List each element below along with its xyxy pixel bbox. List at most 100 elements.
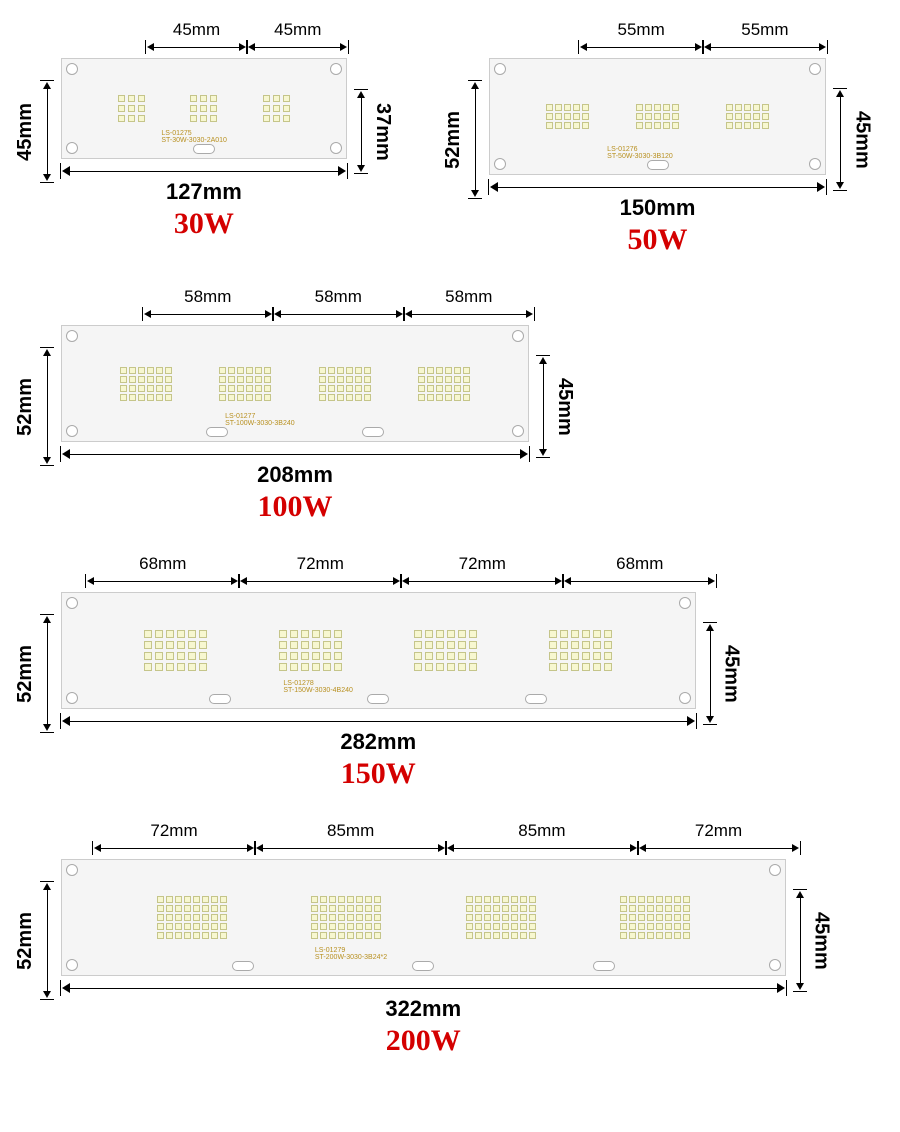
pcb-board: LS-01276 ST-50W-3030-3B120 xyxy=(489,58,827,175)
led-chip xyxy=(582,113,589,120)
led-chip xyxy=(337,394,344,401)
top-dim-bar xyxy=(578,40,704,54)
led-chip xyxy=(329,905,336,912)
top-dim-bar xyxy=(254,841,447,855)
led-chip xyxy=(166,905,173,912)
led-chip xyxy=(184,896,191,903)
led-cluster-1 xyxy=(311,896,381,939)
led-chip xyxy=(593,641,601,649)
led-chip xyxy=(211,905,218,912)
led-chip xyxy=(364,394,371,401)
led-chip xyxy=(320,914,327,921)
led-chip xyxy=(753,122,760,129)
led-chip xyxy=(144,663,152,671)
led-chip xyxy=(220,905,227,912)
led-chip xyxy=(582,104,589,111)
led-chip xyxy=(211,914,218,921)
led-chip xyxy=(365,905,372,912)
pcb-board: LS-01275 ST-30W-3030-2A010 xyxy=(61,58,347,159)
led-chip xyxy=(166,663,174,671)
module-m50: 55mm55mm52mmLS-01276 ST-50W-3030-3B12015… xyxy=(438,20,878,257)
led-chip xyxy=(311,896,318,903)
led-chip xyxy=(493,932,500,939)
led-chip xyxy=(355,394,362,401)
led-chip xyxy=(571,663,579,671)
led-chip xyxy=(445,367,452,374)
led-chip xyxy=(156,376,163,383)
led-chip xyxy=(647,896,654,903)
pcb-board: LS-01279 ST-200W-3030-3B24*2 xyxy=(61,859,786,976)
led-chip xyxy=(166,914,173,921)
top-dim-label: 85mm xyxy=(327,821,374,841)
led-chip xyxy=(665,914,672,921)
led-chip xyxy=(447,663,455,671)
led-chip xyxy=(273,95,280,102)
led-chip xyxy=(320,932,327,939)
left-height-dim: 45mm xyxy=(14,80,57,183)
led-chip xyxy=(157,914,164,921)
bottom-width-dim: 127mm xyxy=(61,163,347,205)
led-chip xyxy=(571,641,579,649)
led-chip xyxy=(165,376,172,383)
led-cluster-1 xyxy=(219,367,271,401)
led-chip xyxy=(356,896,363,903)
led-chip xyxy=(219,385,226,392)
led-chip xyxy=(604,641,612,649)
led-chip xyxy=(337,367,344,374)
mounting-hole xyxy=(679,597,691,609)
led-chip xyxy=(520,932,527,939)
led-chip xyxy=(726,113,733,120)
top-dimensions: 72mm85mm85mm72mm xyxy=(93,821,800,855)
mounting-hole xyxy=(494,63,506,75)
mounting-hole xyxy=(809,158,821,170)
led-chip xyxy=(138,394,145,401)
right-height-bar xyxy=(793,889,807,992)
led-chip xyxy=(364,376,371,383)
led-chip xyxy=(647,914,654,921)
led-chip xyxy=(155,641,163,649)
led-chip xyxy=(237,376,244,383)
led-chip xyxy=(311,914,318,921)
led-chip xyxy=(177,630,185,638)
led-chip xyxy=(665,923,672,930)
led-chip xyxy=(219,367,226,374)
led-chip xyxy=(502,914,509,921)
led-chip xyxy=(418,394,425,401)
led-chip xyxy=(636,104,643,111)
mounting-slot xyxy=(232,961,254,971)
led-chip xyxy=(312,630,320,638)
led-chip xyxy=(128,95,135,102)
led-chip xyxy=(193,896,200,903)
part-number: LS-01278 ST-150W-3030-4B240 xyxy=(283,680,353,694)
top-dim-1: 72mm xyxy=(239,554,401,588)
left-height-bar xyxy=(40,347,54,466)
led-chip xyxy=(184,932,191,939)
led-chip xyxy=(144,652,152,660)
led-chip xyxy=(157,905,164,912)
led-chip xyxy=(520,896,527,903)
led-chip xyxy=(546,122,553,129)
led-chip xyxy=(237,394,244,401)
led-chip xyxy=(683,896,690,903)
led-chip xyxy=(220,923,227,930)
led-chip xyxy=(129,394,136,401)
led-chip xyxy=(329,923,336,930)
right-height-dim: 45mm xyxy=(700,622,743,725)
led-chip xyxy=(436,394,443,401)
left-height-dim: 52mm xyxy=(442,80,485,199)
led-chip xyxy=(511,905,518,912)
led-chip xyxy=(138,367,145,374)
led-chip xyxy=(629,923,636,930)
led-chip xyxy=(144,641,152,649)
led-chip xyxy=(571,652,579,660)
mounting-hole xyxy=(66,692,78,704)
led-chip xyxy=(582,663,590,671)
led-chip xyxy=(356,923,363,930)
led-chip xyxy=(356,932,363,939)
led-chip xyxy=(629,905,636,912)
led-chip xyxy=(193,932,200,939)
right-height-dim: 37mm xyxy=(351,89,394,174)
left-height-bar xyxy=(468,80,482,199)
led-chip xyxy=(129,376,136,383)
mounting-slot xyxy=(412,961,434,971)
